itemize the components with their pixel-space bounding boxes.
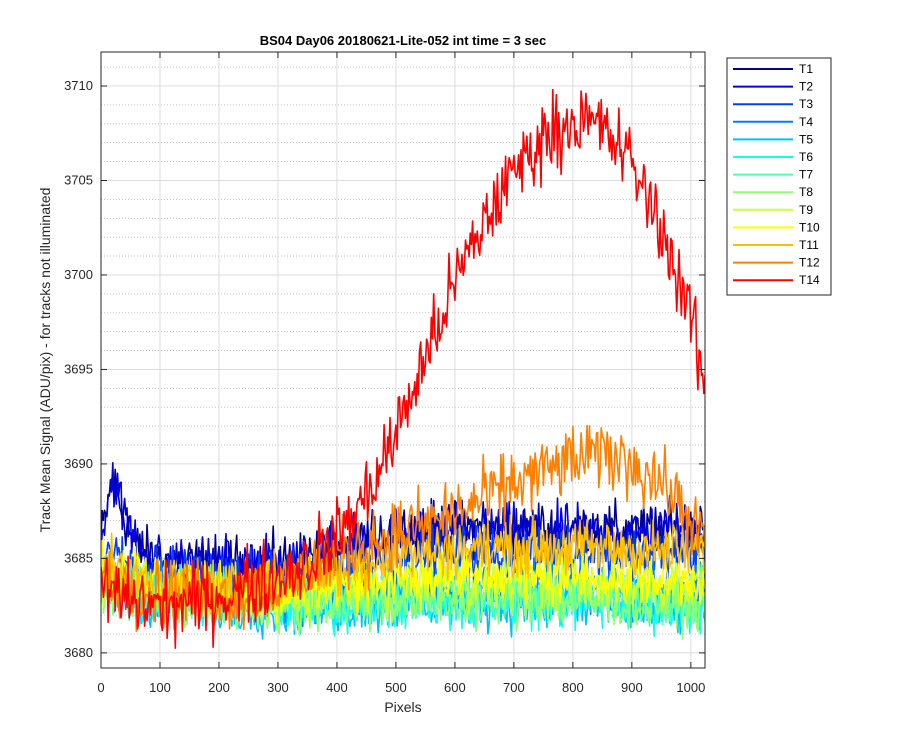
x-tick-label: 400 [326,680,348,695]
y-ticks: 3680 3685 3690 3695 3700 3705 3710 [64,78,705,660]
legend: T1 T2 T3 T4 T5 T6 T7 T8 T9 T10 T11 T12 T14 [726,57,832,296]
x-tick-label: 0 [97,680,104,695]
x-axis-label: Pixels [384,699,421,715]
legend-label-t5: T5 [799,132,813,146]
x-tick-label: 600 [444,680,466,695]
legend-label-t12: T12 [799,256,820,270]
x-tick-label: 500 [385,680,407,695]
y-tick-label: 3695 [64,361,93,376]
axes-box [100,51,706,669]
chart-title: BS04 Day06 20180621-Lite-052 int time = … [260,33,547,48]
legend-box [726,57,832,296]
legend-label-t1: T1 [799,62,813,76]
x-tick-label: 800 [562,680,584,695]
legend-label-t2: T2 [799,80,813,94]
y-tick-label: 3705 [64,172,93,187]
y-tick-label: 3700 [64,267,93,282]
series-line-t12 [101,424,705,633]
x-tick-label: 900 [621,680,643,695]
legend-label-t3: T3 [799,97,813,111]
y-tick-label: 3685 [64,550,93,565]
y-tick-label: 3710 [64,78,93,93]
x-tick-label: 1000 [676,680,705,695]
y-tick-label: 3680 [64,645,93,660]
x-tick-label: 100 [149,680,171,695]
x-tick-label: 700 [503,680,525,695]
legend-label-t6: T6 [799,150,813,164]
y-tick-label: 3690 [64,456,93,471]
plot-lines [101,88,705,649]
legend-label-t8: T8 [799,185,813,199]
legend-label-t14: T14 [799,273,820,287]
legend-label-t11: T11 [799,238,819,252]
x-tick-label: 300 [267,680,289,695]
series-line-t14 [101,88,705,649]
y-axis-label: Track Mean Signal (ADU/pix) - for tracks… [37,188,53,533]
legend-label-t7: T7 [799,168,813,182]
x-ticks: 0 100 200 300 400 500 600 700 800 900 1000 [97,52,705,695]
x-tick-label: 200 [208,680,230,695]
legend-label-t9: T9 [799,203,813,217]
legend-label-t10: T10 [799,220,820,234]
legend-label-t4: T4 [799,115,813,129]
